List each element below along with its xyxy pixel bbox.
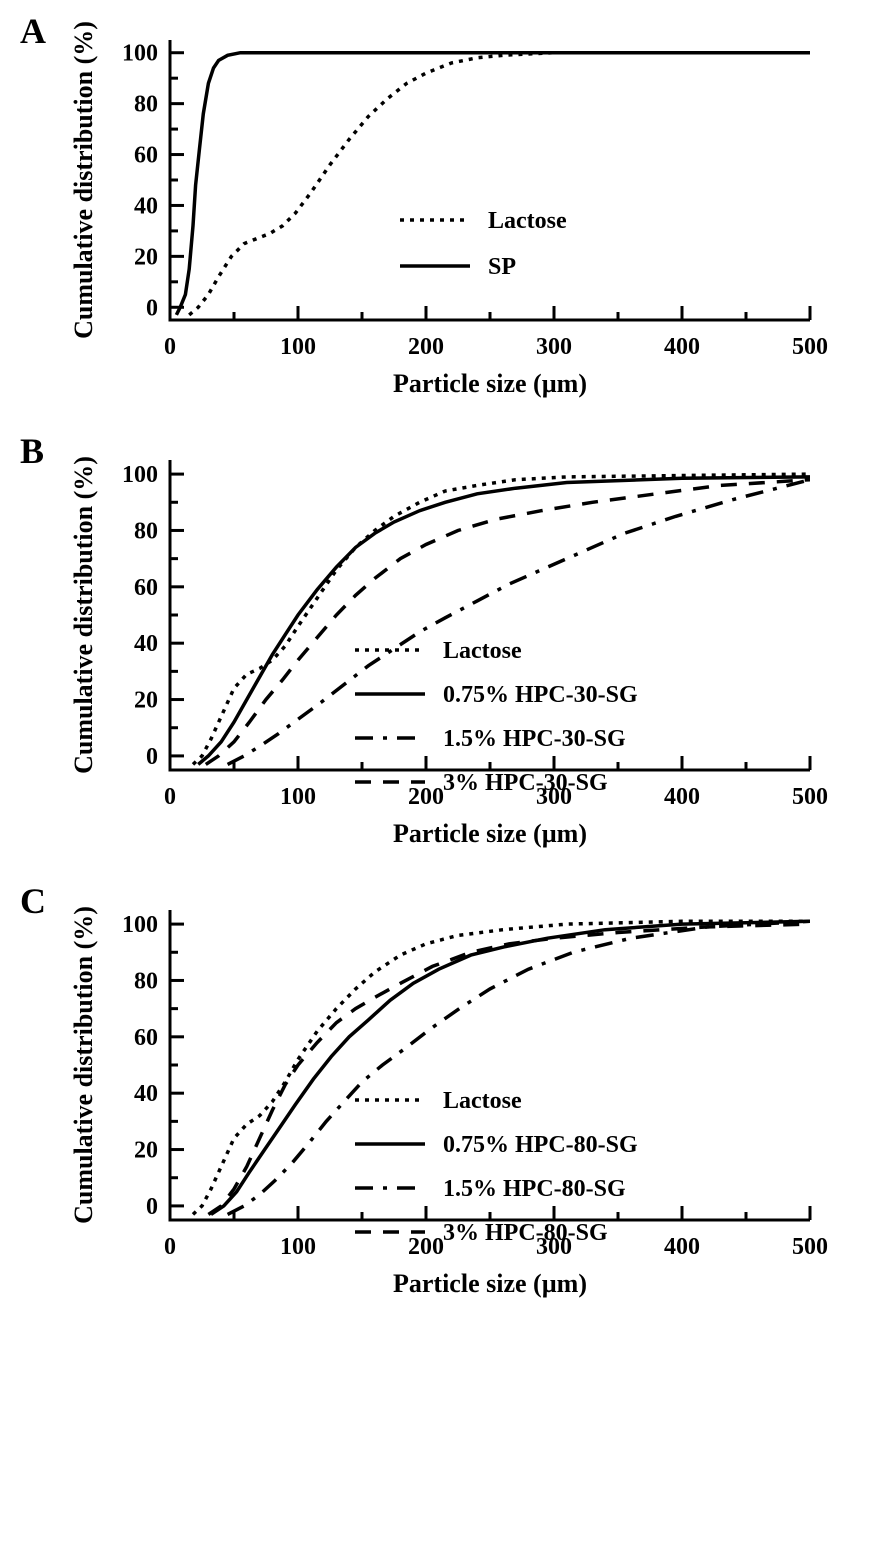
y-tick-label: 100: [122, 912, 158, 938]
panel-label: A: [20, 10, 46, 52]
y-tick-label: 20: [134, 1138, 158, 1164]
y-tick-label: 80: [134, 92, 158, 118]
x-tick-label: 0: [164, 784, 176, 810]
x-tick-label: 300: [536, 334, 572, 360]
legend-label: 3% HPC-80-SG: [443, 1220, 608, 1246]
y-tick-label: 60: [134, 143, 158, 169]
x-tick-label: 100: [280, 334, 316, 360]
y-tick-label: 0: [146, 744, 158, 770]
x-tick-label: 0: [164, 334, 176, 360]
x-tick-label: 100: [280, 784, 316, 810]
y-tick-label: 80: [134, 968, 158, 994]
y-tick-label: 20: [134, 244, 158, 270]
y-tick-label: 100: [122, 41, 158, 67]
y-tick-label: 0: [146, 1194, 158, 1220]
series-line: [211, 921, 810, 1214]
x-tick-label: 0: [164, 1234, 176, 1260]
panel-A: A 0100200300400500020406080100Particle s…: [20, 20, 874, 410]
y-tick-label: 40: [134, 1081, 158, 1107]
panel-label: B: [20, 430, 44, 472]
chart-B: 0100200300400500020406080100Particle siz…: [70, 440, 830, 860]
y-axis-label: Cumulative distribution (%): [70, 456, 98, 774]
y-tick-label: 80: [134, 518, 158, 544]
y-tick-label: 60: [134, 1025, 158, 1051]
x-tick-label: 200: [408, 784, 444, 810]
chart-C: 0100200300400500020406080100Particle siz…: [70, 890, 830, 1310]
legend-label: Lactose: [443, 638, 522, 664]
x-tick-label: 500: [792, 784, 828, 810]
x-tick-label: 400: [664, 1234, 700, 1260]
legend-label: 3% HPC-30-SG: [443, 770, 608, 796]
y-tick-label: 100: [122, 462, 158, 488]
legend-label: 1.5% HPC-30-SG: [443, 726, 626, 752]
y-tick-label: 40: [134, 631, 158, 657]
y-tick-label: 40: [134, 193, 158, 219]
legend-label: Lactose: [488, 208, 567, 234]
axes: [170, 910, 810, 1220]
legend-label: Lactose: [443, 1088, 522, 1114]
panel-B: B 0100200300400500020406080100Particle s…: [20, 440, 874, 860]
series-line: [206, 480, 810, 765]
legend-label: 1.5% HPC-80-SG: [443, 1176, 626, 1202]
x-axis-label: Particle size (µm): [393, 369, 587, 398]
y-tick-label: 60: [134, 575, 158, 601]
chart-A: 0 100 200 300 400 500 0 20 40 60 80 100 Particle siz…: [70, 20, 830, 410]
legend-label: SP: [488, 254, 516, 280]
x-tick-label: 500: [792, 1234, 828, 1260]
series-line: [228, 921, 810, 1214]
legend-label: 0.75% HPC-30-SG: [443, 682, 638, 708]
y-tick-label: 20: [134, 688, 158, 714]
x-axis-label: Particle size (µm): [393, 1269, 587, 1298]
x-tick-label: 200: [408, 1234, 444, 1260]
x-tick-label: 500: [792, 334, 828, 360]
x-tick-label: 400: [664, 784, 700, 810]
legend-label: 0.75% HPC-80-SG: [443, 1132, 638, 1158]
y-axis-label: Cumulative distribution (%): [70, 21, 98, 339]
x-tick-label: 100: [280, 1234, 316, 1260]
y-axis-label: Cumulative distribution (%): [70, 906, 98, 1224]
x-tick-label: 200: [408, 334, 444, 360]
panel-C: C 0100200300400500020406080100Particle s…: [20, 890, 874, 1310]
series-line: [228, 480, 810, 765]
panel-label: C: [20, 880, 46, 922]
x-tick-label: 400: [664, 334, 700, 360]
x-axis-label: Particle size (µm): [393, 819, 587, 848]
series-line: [198, 477, 810, 765]
y-tick-label: 0: [146, 295, 158, 321]
series-line: [208, 924, 810, 1214]
